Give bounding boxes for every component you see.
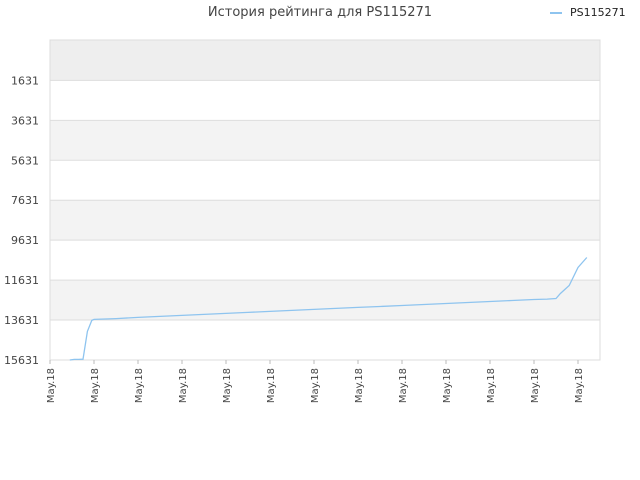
- plot-band: [50, 200, 600, 241]
- plot-band: [50, 160, 600, 201]
- plot-band: [50, 320, 600, 360]
- x-tick-label: May.18: [530, 368, 541, 403]
- y-tick-label: 1631: [11, 74, 39, 87]
- plot-band: [50, 240, 600, 281]
- plot-band: [50, 120, 600, 161]
- legend-label: PS115271: [570, 6, 626, 19]
- x-tick-label: May.18: [574, 368, 585, 403]
- x-tick-label: May.18: [222, 368, 233, 403]
- legend: PS115271: [550, 6, 626, 19]
- plot-border: [49, 39, 601, 361]
- x-tick-label: May.18: [46, 368, 57, 403]
- x-tick-label: May.18: [486, 368, 497, 403]
- y-tick-label: 3631: [11, 114, 39, 127]
- x-tick-label: May.18: [398, 368, 409, 403]
- x-tick-label: May.18: [310, 368, 321, 403]
- legend-swatch: [550, 11, 562, 14]
- y-tick-label: 5631: [11, 154, 39, 167]
- x-tick-label: May.18: [354, 368, 365, 403]
- series-line-ps115271: [69, 257, 588, 361]
- y-tick-label: 15631: [4, 354, 39, 367]
- y-tick-label: 9631: [11, 234, 39, 247]
- chart-title: История рейтинга для PS115271: [207, 5, 433, 20]
- plot-band: [50, 80, 600, 121]
- y-tick-label: 7631: [11, 194, 39, 207]
- x-tick-label: May.18: [266, 368, 277, 403]
- x-tick-label: May.18: [90, 368, 101, 403]
- x-tick-label: May.18: [134, 368, 145, 403]
- x-tick-label: May.18: [178, 368, 189, 403]
- x-tick-label: May.18: [442, 368, 453, 403]
- y-tick-label: 13631: [4, 314, 39, 327]
- plot-band: [50, 40, 600, 81]
- y-tick-label: 11631: [4, 274, 39, 287]
